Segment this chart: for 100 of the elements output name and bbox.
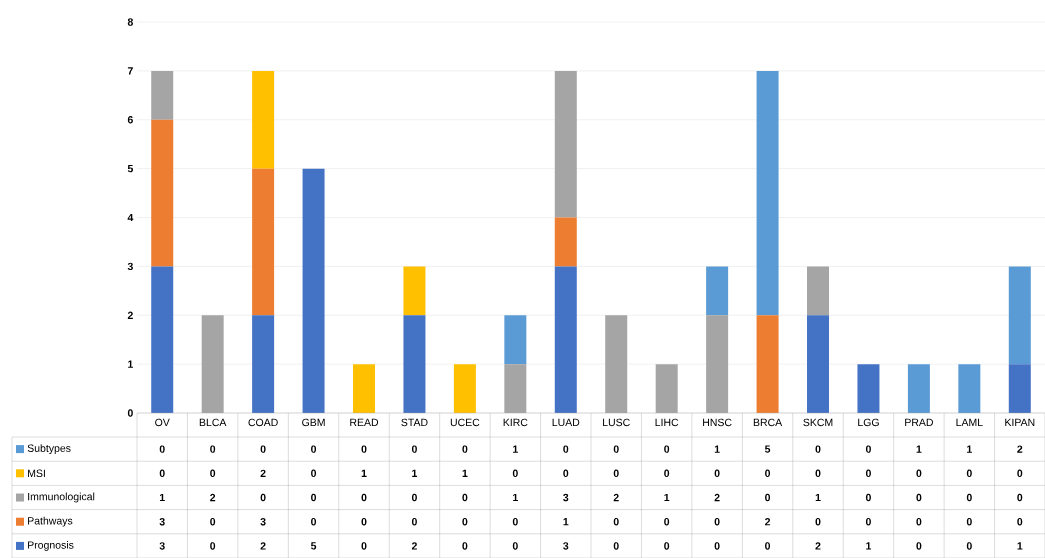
data-label: 1	[159, 493, 165, 502]
x-tick-label: LGG	[858, 418, 879, 427]
bar	[302, 168, 325, 413]
bar	[252, 70, 275, 169]
legend-label: Immunological	[28, 492, 95, 503]
data-label: 2	[260, 542, 266, 550]
x-tick-label: OV	[155, 418, 170, 427]
data-label: 1	[513, 445, 518, 453]
data-label: 0	[966, 517, 972, 526]
data-label: 0	[714, 517, 720, 526]
data-label: 3	[159, 542, 165, 550]
data-label: 0	[865, 517, 871, 526]
data-label: 0	[815, 469, 821, 478]
data-label: 3	[563, 493, 569, 502]
data-label: 0	[664, 542, 670, 550]
data-label: 0	[916, 493, 922, 502]
data-label: 0	[714, 469, 720, 478]
data-label: 0	[815, 445, 821, 453]
data-label: 2	[210, 493, 216, 502]
legend-label: Pathways	[28, 516, 73, 527]
y-tick-label: 4	[127, 213, 134, 222]
data-label: 0	[260, 493, 266, 502]
data-label: 0	[311, 445, 317, 453]
data-label: 0	[311, 493, 317, 502]
data-label: 0	[613, 517, 619, 526]
data-label: 3	[260, 517, 266, 526]
legend-label: Subtypes	[27, 444, 71, 454]
x-tick-label: UCEC	[450, 418, 480, 427]
legend-label: Prognosis	[28, 541, 74, 551]
data-label: 0	[916, 517, 922, 526]
bar	[807, 315, 830, 413]
data-label: 0	[361, 445, 367, 453]
x-tick-label: GBM	[302, 418, 325, 427]
bar	[706, 266, 729, 316]
data-label: 0	[462, 517, 468, 526]
data-label: 0	[563, 469, 569, 478]
data-label: 0	[916, 542, 922, 550]
data-label: 1	[664, 493, 670, 502]
data-label: 0	[411, 493, 417, 502]
data-label: 5	[310, 542, 317, 550]
data-label: 2	[765, 518, 771, 526]
data-label: 0	[563, 445, 569, 453]
data-label: 2	[1017, 445, 1023, 453]
data-label: 0	[966, 493, 972, 502]
bar	[756, 70, 779, 316]
data-label: 1	[1017, 542, 1023, 550]
bar	[554, 217, 577, 267]
data-label: 0	[613, 542, 619, 550]
bar	[1008, 266, 1031, 365]
data-label: 0	[210, 445, 216, 453]
data-label: 0	[361, 517, 367, 526]
data-label: 3	[159, 517, 165, 526]
data-label: 0	[865, 493, 871, 502]
bar	[554, 266, 577, 413]
x-tick-label: SKCM	[803, 418, 833, 427]
data-label: 0	[966, 542, 972, 550]
data-label: 0	[512, 542, 518, 550]
data-label: 1	[916, 445, 922, 453]
data-label: 0	[210, 542, 216, 550]
data-label: 0	[159, 445, 165, 453]
bar	[151, 266, 174, 413]
bar	[907, 364, 930, 413]
data-label: 0	[664, 517, 670, 526]
y-tick-label: 5	[127, 164, 134, 173]
bar	[756, 315, 779, 413]
y-tick-label: 0	[127, 409, 133, 417]
data-label: 0	[210, 469, 216, 478]
data-label: 0	[916, 469, 922, 478]
data-label: 0	[765, 493, 771, 502]
x-tick-label: STAD	[401, 418, 428, 427]
x-tick-label: LAML	[956, 418, 983, 426]
bar	[1008, 364, 1031, 413]
data-label: 0	[411, 517, 417, 526]
x-tick-label: LIHC	[655, 418, 679, 427]
bar	[807, 266, 830, 316]
data-label: 0	[311, 517, 317, 526]
bar	[403, 315, 426, 413]
data-label: 1	[563, 518, 569, 526]
x-tick-label: COAD	[248, 418, 278, 427]
bar	[857, 364, 880, 413]
data-label: 0	[613, 469, 619, 478]
data-label: 0	[714, 542, 720, 550]
bar	[151, 119, 174, 267]
bar	[504, 315, 527, 365]
data-label: 3	[563, 542, 569, 550]
y-tick-label: 2	[127, 311, 133, 319]
data-label: 0	[865, 469, 871, 478]
x-tick-label: PRAD	[905, 418, 933, 426]
y-tick-label: 3	[127, 262, 133, 271]
legend-label: MSI	[28, 469, 45, 478]
x-tick-label: READ	[350, 418, 379, 426]
data-label: 5	[764, 445, 771, 453]
y-tick-label: 1	[128, 360, 134, 368]
data-label: 1	[462, 469, 468, 477]
y-tick-label: 7	[127, 67, 133, 75]
data-label: 0	[815, 517, 821, 526]
data-label: 1	[714, 445, 720, 453]
data-label: 1	[815, 493, 821, 502]
x-tick-label: LUSC	[603, 418, 630, 427]
data-label: 2	[613, 493, 619, 502]
